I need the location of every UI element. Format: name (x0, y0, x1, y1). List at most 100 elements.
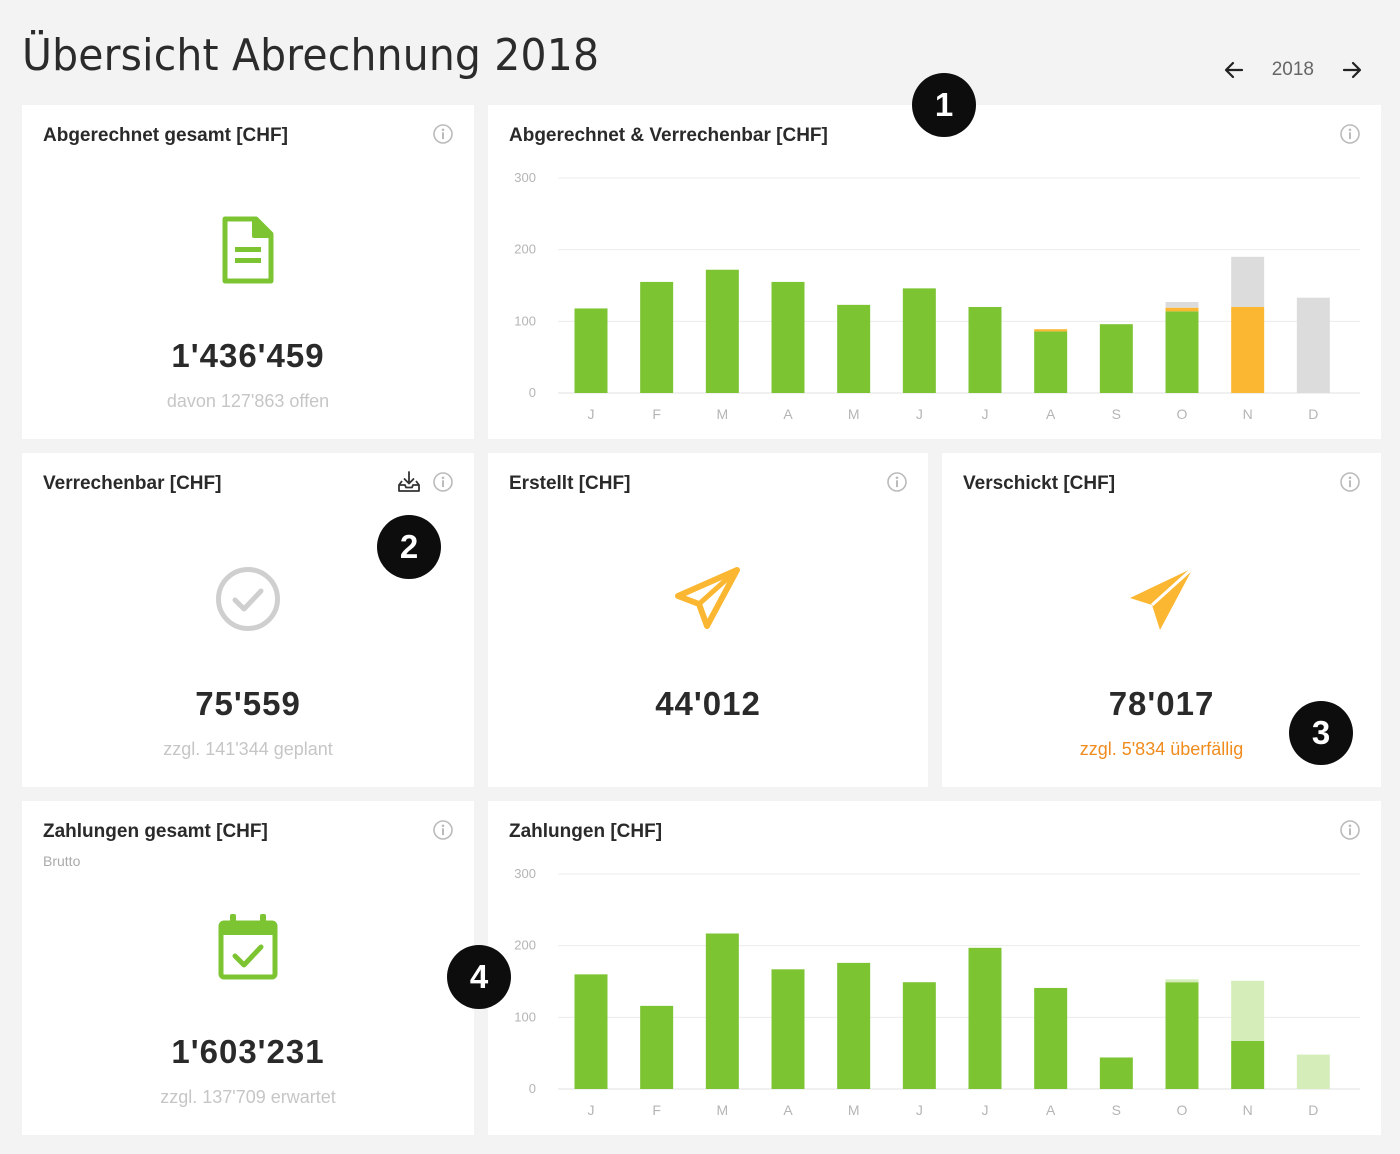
info-icon[interactable] (1339, 123, 1361, 145)
x-tick-label: J (916, 406, 923, 422)
x-tick-label: J (588, 406, 595, 422)
card-verrechenbar: Verrechenbar [CHF] 75'559 zzgl. 141'344 … (22, 453, 474, 787)
card-erstellt: Erstellt [CHF] 44'012 (488, 453, 928, 787)
document-icon (222, 216, 274, 284)
x-tick-label: A (1046, 1102, 1056, 1118)
x-tick-label: D (1308, 406, 1318, 422)
bar (968, 307, 1002, 393)
bar (640, 1005, 674, 1089)
x-tick-label: A (783, 406, 793, 422)
bar (574, 974, 608, 1089)
kpi-note-overdue: zzgl. 5'834 überfällig (1079, 739, 1244, 759)
x-tick-label: J (916, 1102, 923, 1118)
bar-chart: 0 100 200 300 J F M A M J J A S O N D (514, 170, 1360, 422)
bar (1296, 1054, 1330, 1089)
bar (1165, 307, 1199, 312)
y-tick-label: 100 (514, 313, 536, 328)
x-tick-label: J (982, 1102, 989, 1118)
card-title: Zahlungen gesamt [CHF] (43, 821, 268, 842)
bar (1034, 987, 1068, 1089)
x-tick-label: F (652, 1102, 661, 1118)
paper-plane-outline-icon (675, 567, 740, 629)
annotation-badge: 1 (912, 73, 976, 137)
x-tick-label: O (1177, 1102, 1188, 1118)
y-tick-label: 300 (514, 866, 536, 881)
x-tick-label: J (588, 1102, 595, 1118)
bar (1099, 324, 1133, 393)
bar (1231, 256, 1265, 307)
bar (574, 308, 608, 393)
bar-chart: 0 100 200 300 J F M A M J J A S O N D (514, 866, 1360, 1118)
download-icon[interactable] (396, 469, 422, 495)
bar (705, 933, 739, 1089)
annotation-badge: 3 (1289, 701, 1353, 765)
card-title: Erstellt [CHF] (509, 473, 631, 494)
bar (1165, 979, 1199, 983)
bar (902, 982, 936, 1089)
bar (902, 288, 936, 393)
kpi-value: 75'559 (195, 685, 301, 722)
card-abgerechnet-verrechenbar-chart: Abgerechnet & Verrechenbar [CHF] 0 100 200… (488, 105, 1381, 439)
y-tick-label: 100 (514, 1009, 536, 1024)
bar (837, 962, 871, 1089)
check-circle-icon (216, 567, 280, 631)
card-title: Abgerechnet gesamt [CHF] (43, 125, 288, 146)
info-icon[interactable] (432, 471, 454, 493)
annotation-badge: 2 (377, 515, 441, 579)
bar (1165, 982, 1199, 1089)
chart-title: Zahlungen [CHF] (509, 821, 663, 842)
bar (705, 269, 739, 393)
x-tick-label: O (1177, 406, 1188, 422)
kpi-value: 1'603'231 (171, 1033, 325, 1070)
info-icon[interactable] (1339, 471, 1361, 493)
card-subtitle: Brutto (43, 853, 81, 869)
x-tick-label: J (982, 406, 989, 422)
kpi-value: 44'012 (655, 685, 761, 722)
kpi-note: davon 127'863 offen (166, 391, 330, 411)
bar (837, 304, 871, 393)
annotation-badge: 4 (447, 945, 511, 1009)
y-tick-label: 0 (529, 1081, 536, 1096)
paper-plane-filled-icon (1129, 566, 1194, 630)
x-tick-label: N (1243, 406, 1253, 422)
bar (1165, 301, 1199, 308)
x-tick-label: S (1112, 1102, 1121, 1118)
calendar-check-icon (218, 914, 278, 980)
bar (1231, 307, 1265, 393)
arrow-right-icon (1342, 61, 1362, 79)
bar (1231, 1040, 1265, 1089)
x-tick-label: F (652, 406, 661, 422)
next-year-button[interactable] (1334, 52, 1370, 88)
info-icon[interactable] (1339, 819, 1361, 841)
card-zahlungen-chart: Zahlungen [CHF] 0 100 200 300 J F M A M J J A S O N D (488, 801, 1381, 1135)
x-tick-label: M (716, 1102, 728, 1118)
y-tick-label: 300 (514, 170, 536, 185)
bar (1165, 311, 1199, 393)
info-icon[interactable] (432, 819, 454, 841)
x-tick-label: A (1046, 406, 1056, 422)
x-tick-label: M (848, 406, 860, 422)
bar (771, 969, 805, 1089)
page-title: Übersicht Abrechnung 2018 (22, 30, 600, 81)
bar (968, 947, 1002, 1089)
bar (771, 281, 805, 393)
arrow-left-icon (1224, 61, 1243, 79)
card-verschickt: Verschickt [CHF] 78'017 zzgl. 5'834 über… (942, 453, 1381, 787)
x-tick-label: N (1243, 1102, 1253, 1118)
y-tick-label: 200 (514, 242, 536, 257)
card-title: Verrechenbar [CHF] (43, 473, 222, 494)
x-tick-label: D (1308, 1102, 1318, 1118)
bar (1034, 331, 1068, 393)
info-icon[interactable] (886, 471, 908, 493)
kpi-note: zzgl. 141'344 geplant (163, 739, 333, 759)
bar (1034, 329, 1068, 332)
card-abgerechnet-gesamt: Abgerechnet gesamt [CHF] 1'436'459 davon… (22, 105, 474, 439)
year-label: 2018 (1271, 59, 1314, 80)
bar (640, 281, 674, 393)
x-tick-label: M (848, 1102, 860, 1118)
prev-year-button[interactable] (1216, 52, 1252, 88)
chart-title: Abgerechnet & Verrechenbar [CHF] (509, 125, 828, 146)
year-navigation: 2018 (1216, 52, 1370, 88)
y-tick-label: 200 (514, 938, 536, 953)
info-icon[interactable] (432, 123, 454, 145)
